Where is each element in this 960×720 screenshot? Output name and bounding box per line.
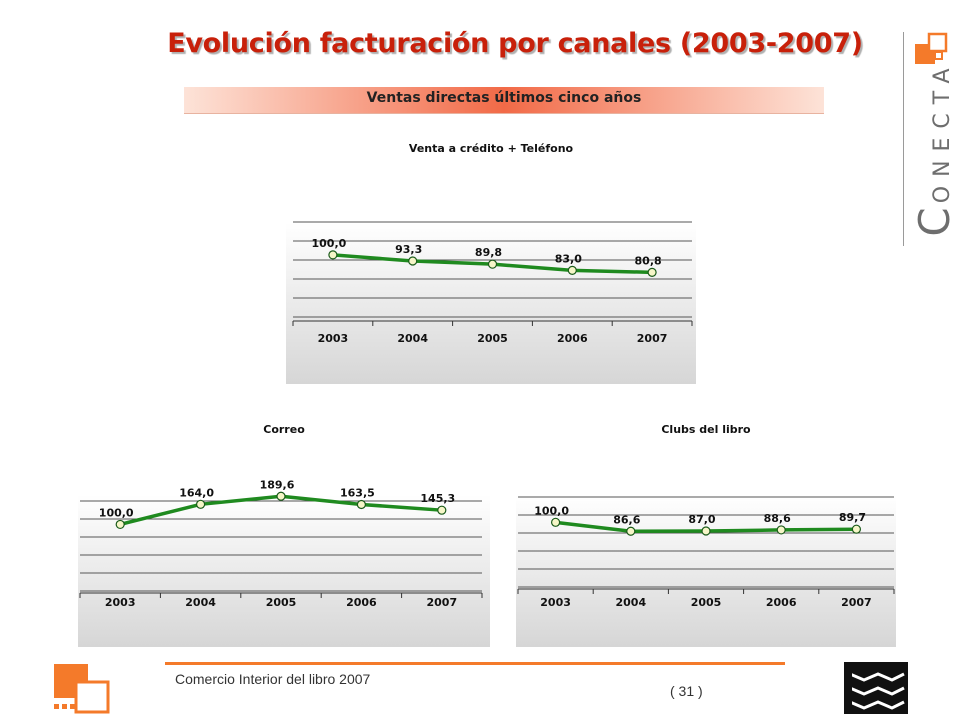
x-tick-label: 2005	[691, 596, 722, 609]
x-tick-label: 2004	[185, 596, 216, 609]
x-tick-label: 2005	[477, 332, 508, 345]
chart-panel-clubs: Clubs del libro 2003 2004 2005 2006 2007 100,…	[516, 413, 896, 647]
logo-cap-letter: C	[910, 203, 959, 237]
data-point	[356, 499, 366, 510]
data-label: 83,0	[555, 252, 582, 265]
line-chart-clubs: 2003 2004 2005 2006 2007 100,0 86,6 87,0 88,6 89,…	[517, 496, 895, 609]
logo-rest-letters: ONECTA	[930, 59, 955, 204]
x-tick-label: 2003	[318, 332, 349, 345]
data-label: 164,0	[179, 486, 214, 499]
data-label: 189,6	[260, 478, 295, 491]
x-tick-label: 2004	[615, 596, 646, 609]
line-chart-credit-phone: 2003 2004 2005 2006 2007 100,0 93,3 89,8 83,0 80,…	[292, 221, 693, 345]
data-point	[408, 256, 418, 266]
data-point	[701, 526, 711, 536]
data-label: 80,8	[635, 254, 662, 267]
data-point	[776, 525, 786, 535]
x-tick-label: 2006	[766, 596, 797, 609]
line-chart-correo: 2003 2004 2005 2006 2007 100,0 164,0 189,6 163,5…	[79, 478, 483, 609]
chart-title: Venta a crédito + Teléfono	[408, 142, 574, 155]
x-tick-label: 2007	[426, 596, 457, 609]
footer-divider	[165, 662, 785, 665]
data-label: 93,3	[395, 243, 422, 256]
data-label: 89,7	[839, 511, 866, 524]
page-number: ( 31 )	[670, 683, 703, 699]
x-tick-label: 2007	[841, 596, 872, 609]
x-tick-label: 2005	[266, 596, 297, 609]
x-tick-label: 2006	[557, 332, 588, 345]
data-point	[276, 491, 286, 501]
data-point	[567, 265, 577, 275]
data-point	[647, 267, 657, 277]
chart-title: Clubs del libro	[661, 423, 751, 436]
data-point	[626, 526, 636, 536]
data-label: 100,0	[99, 506, 134, 519]
subtitle-text: Ventas directas últimos cinco años	[366, 90, 642, 106]
x-tick-label: 2004	[397, 332, 428, 345]
data-label: 88,6	[764, 512, 791, 525]
conecta-logo-squares-icon	[915, 32, 948, 64]
chart-title: Correo	[263, 423, 305, 436]
data-point	[437, 505, 447, 515]
chart-panel-correo: Correo 2003 2004 2005 2006 2007 100,0 164,0 189…	[78, 413, 490, 647]
subtitle-banner	[184, 87, 824, 113]
data-point	[195, 499, 206, 509]
data-point	[851, 524, 861, 534]
x-tick-label: 2007	[637, 332, 668, 345]
data-point	[115, 519, 125, 530]
data-point	[550, 517, 561, 527]
data-label: 163,5	[340, 486, 375, 499]
data-label: 100,0	[534, 504, 569, 517]
footer-text: Comercio Interior del libro 2007	[175, 671, 371, 687]
publisher-logo-icon	[844, 662, 908, 714]
footer-squares-icon	[54, 664, 110, 714]
data-point	[487, 259, 498, 269]
data-point	[328, 250, 338, 260]
data-label: 87,0	[688, 513, 715, 526]
x-tick-label: 2003	[540, 596, 571, 609]
logo-wordmark: CONECTA	[910, 53, 959, 243]
x-tick-label: 2003	[105, 596, 136, 609]
data-label: 100,0	[312, 237, 347, 250]
x-tick-label: 2006	[346, 596, 377, 609]
data-label: 89,8	[475, 246, 502, 259]
data-label: 145,3	[420, 492, 455, 505]
data-label: 86,6	[613, 513, 640, 526]
page-title: Evolución facturación por canales (2003-…	[167, 28, 863, 59]
logo-divider-line	[903, 32, 904, 246]
chart-panel-credit-phone: Venta a crédito + Teléfono 2003 2004 2005 2…	[286, 136, 696, 384]
